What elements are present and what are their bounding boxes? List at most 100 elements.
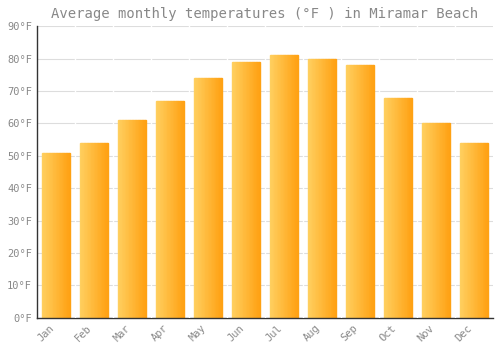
Bar: [436, 124, 438, 318]
Title: Average monthly temperatures (°F ) in Miramar Beach: Average monthly temperatures (°F ) in Mi…: [52, 7, 478, 21]
Bar: [64, 153, 66, 318]
Bar: [86, 143, 88, 318]
Bar: [478, 143, 480, 318]
Bar: [139, 120, 140, 318]
Bar: [288, 55, 290, 318]
Bar: [174, 101, 176, 318]
Bar: [201, 78, 202, 318]
Bar: [157, 101, 158, 318]
Bar: [360, 65, 362, 318]
Bar: [470, 143, 471, 318]
Bar: [67, 153, 68, 318]
Bar: [477, 143, 478, 318]
Bar: [68, 153, 70, 318]
Bar: [426, 124, 428, 318]
Bar: [287, 55, 288, 318]
Bar: [471, 143, 472, 318]
Bar: [202, 78, 203, 318]
Bar: [277, 55, 278, 318]
Bar: [292, 55, 294, 318]
Bar: [100, 143, 101, 318]
Bar: [401, 98, 402, 318]
Bar: [396, 98, 398, 318]
Bar: [310, 59, 312, 318]
Bar: [236, 62, 238, 318]
Bar: [138, 120, 139, 318]
Bar: [220, 78, 222, 318]
Bar: [254, 62, 256, 318]
Bar: [390, 98, 391, 318]
Bar: [204, 78, 205, 318]
Bar: [476, 143, 477, 318]
Bar: [160, 101, 162, 318]
Bar: [290, 55, 291, 318]
Bar: [101, 143, 102, 318]
Bar: [291, 55, 292, 318]
Bar: [126, 120, 128, 318]
Bar: [468, 143, 470, 318]
Bar: [480, 143, 481, 318]
Bar: [325, 59, 326, 318]
Bar: [233, 62, 234, 318]
Bar: [252, 62, 253, 318]
Bar: [328, 59, 329, 318]
Bar: [370, 65, 372, 318]
Bar: [96, 143, 98, 318]
Bar: [388, 98, 390, 318]
Bar: [80, 143, 81, 318]
Bar: [276, 55, 277, 318]
Bar: [90, 143, 91, 318]
Bar: [46, 153, 48, 318]
Bar: [282, 55, 284, 318]
Bar: [167, 101, 168, 318]
Bar: [53, 153, 54, 318]
Bar: [372, 65, 373, 318]
Bar: [52, 153, 53, 318]
Bar: [405, 98, 406, 318]
Bar: [444, 124, 446, 318]
Bar: [392, 98, 394, 318]
Bar: [82, 143, 84, 318]
Bar: [274, 55, 276, 318]
Bar: [63, 153, 64, 318]
Bar: [246, 62, 248, 318]
Bar: [158, 101, 160, 318]
Bar: [48, 153, 50, 318]
Bar: [312, 59, 314, 318]
Bar: [464, 143, 466, 318]
Bar: [278, 55, 280, 318]
Bar: [448, 124, 449, 318]
Bar: [332, 59, 334, 318]
Bar: [428, 124, 429, 318]
Bar: [384, 98, 385, 318]
Bar: [347, 65, 348, 318]
Bar: [177, 101, 178, 318]
Bar: [335, 59, 336, 318]
Bar: [250, 62, 252, 318]
Bar: [270, 55, 271, 318]
Bar: [166, 101, 167, 318]
Bar: [176, 101, 177, 318]
Bar: [130, 120, 132, 318]
Bar: [240, 62, 242, 318]
Bar: [367, 65, 368, 318]
Bar: [329, 59, 330, 318]
Bar: [249, 62, 250, 318]
Bar: [91, 143, 92, 318]
Bar: [216, 78, 218, 318]
Bar: [297, 55, 298, 318]
Bar: [106, 143, 108, 318]
Bar: [429, 124, 430, 318]
Bar: [50, 153, 51, 318]
Bar: [356, 65, 357, 318]
Bar: [168, 101, 170, 318]
Bar: [92, 143, 94, 318]
Bar: [486, 143, 487, 318]
Bar: [244, 62, 246, 318]
Bar: [196, 78, 198, 318]
Bar: [354, 65, 356, 318]
Bar: [129, 120, 130, 318]
Bar: [443, 124, 444, 318]
Bar: [433, 124, 434, 318]
Bar: [84, 143, 86, 318]
